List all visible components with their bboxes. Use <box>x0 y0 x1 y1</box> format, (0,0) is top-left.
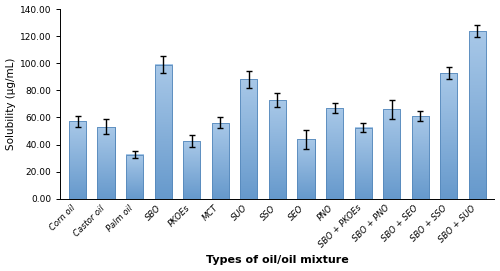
Bar <box>468 31 486 199</box>
Bar <box>354 128 372 199</box>
Bar <box>298 139 314 199</box>
Bar <box>298 139 314 199</box>
Bar <box>183 141 200 199</box>
Bar <box>440 73 458 199</box>
Bar <box>269 100 286 199</box>
Bar <box>154 64 172 199</box>
Bar <box>354 128 372 199</box>
Bar <box>383 109 400 199</box>
Bar <box>69 121 86 199</box>
Bar <box>212 123 229 199</box>
Bar <box>126 155 143 199</box>
Bar <box>98 127 114 199</box>
Bar <box>440 73 458 199</box>
Bar <box>468 31 486 199</box>
Bar <box>412 116 429 199</box>
Bar <box>183 141 200 199</box>
Bar <box>412 116 429 199</box>
X-axis label: Types of oil/oil mixture: Types of oil/oil mixture <box>206 256 349 265</box>
Bar <box>154 64 172 199</box>
Bar <box>240 79 258 199</box>
Bar <box>383 109 400 199</box>
Bar <box>326 108 343 199</box>
Bar <box>269 100 286 199</box>
Bar <box>69 121 86 199</box>
Bar <box>326 108 343 199</box>
Bar <box>98 127 114 199</box>
Y-axis label: Solubility (μg/mL): Solubility (μg/mL) <box>6 58 16 150</box>
Bar <box>212 123 229 199</box>
Bar <box>240 79 258 199</box>
Bar <box>126 155 143 199</box>
